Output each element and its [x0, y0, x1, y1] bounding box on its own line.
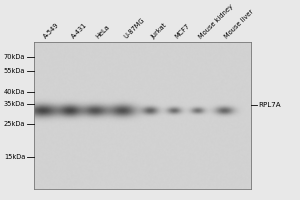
- Text: Mouse liver: Mouse liver: [224, 8, 255, 40]
- Text: Mouse kidney: Mouse kidney: [197, 3, 234, 40]
- Text: 35kDa: 35kDa: [4, 101, 26, 107]
- Text: Jurkat: Jurkat: [150, 22, 168, 40]
- Text: U-87MG: U-87MG: [122, 17, 146, 40]
- Text: HeLa: HeLa: [95, 23, 111, 40]
- Text: 70kDa: 70kDa: [4, 54, 26, 60]
- Text: 25kDa: 25kDa: [4, 121, 26, 127]
- Text: 55kDa: 55kDa: [4, 68, 26, 74]
- Text: 40kDa: 40kDa: [4, 89, 26, 95]
- Text: 15kDa: 15kDa: [4, 154, 26, 160]
- Text: RPL7A: RPL7A: [259, 102, 281, 108]
- Text: MCF7: MCF7: [174, 22, 191, 40]
- Text: A-549: A-549: [43, 22, 61, 40]
- Text: A-431: A-431: [70, 22, 88, 40]
